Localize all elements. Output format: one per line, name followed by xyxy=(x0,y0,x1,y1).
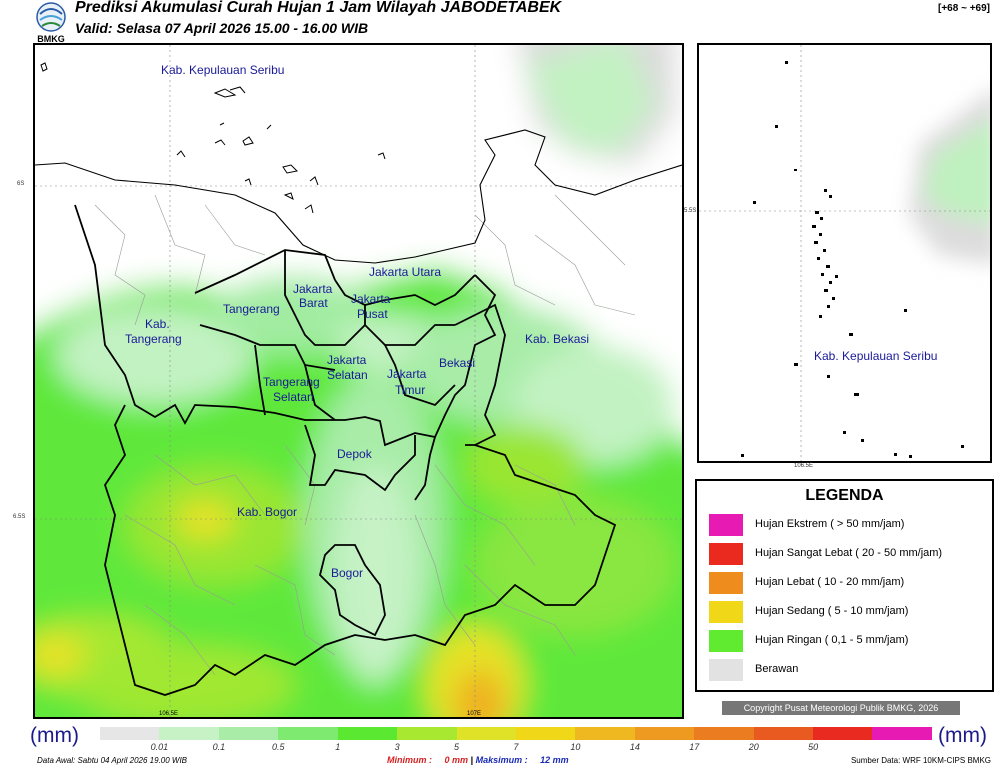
lon-label-107e: 107E xyxy=(467,711,481,717)
label-jakarta-timur-1: Jakarta xyxy=(387,367,427,381)
data-source: Sumber Data: WRF 10KM-CIPS BMKG xyxy=(850,756,991,765)
legend-label-sangat-lebat: Hujan Sangat Lebat ( 20 - 50 mm/jam) xyxy=(755,547,943,559)
unit-label-right: (mm) xyxy=(938,724,987,747)
colorbar-segment xyxy=(100,727,160,740)
label-tangerang-selatan-2: Selatan xyxy=(273,390,314,404)
label-jakarta-utara: Jakarta Utara xyxy=(369,265,441,279)
label-jakarta-pusat-2: Pusat xyxy=(357,307,388,321)
colorbar-tick-label: 10 xyxy=(570,742,581,752)
regency-boundaries xyxy=(74,204,617,696)
inset-lon-tick: 106.5E xyxy=(794,463,814,469)
min-max-summary: Minimum : 0 mm | Maksimum : 12 mm xyxy=(387,755,569,765)
label-kab-kepulauan-seribu: Kab. Kepulauan Seribu xyxy=(161,63,284,77)
legend-label-ringan: Hujan Ringan ( 0,1 - 5 mm/jam) xyxy=(755,634,909,646)
label-kab-tangerang-1: Kab. xyxy=(145,317,170,331)
page-title: Prediksi Akumulasi Curah Hujan 1 Jam Wil… xyxy=(75,0,562,16)
inset-rain-field xyxy=(909,91,990,264)
label-jakarta-selatan-1: Jakarta xyxy=(327,353,367,367)
inset-map[interactable]: Kab. Kepulauan Seribu 106.5E xyxy=(697,43,992,463)
inset-islands xyxy=(741,61,964,458)
inset-grid xyxy=(699,45,990,461)
label-tangerang-selatan-1: Tangerang xyxy=(263,375,320,389)
colorbar-segment xyxy=(456,727,516,740)
colorbar-tick-label: 1 xyxy=(335,742,341,752)
colorbar-tick-label: 20 xyxy=(748,742,759,752)
label-jakarta-barat-1: Jakarta xyxy=(293,282,333,296)
label-bekasi: Bekasi xyxy=(439,356,475,370)
colorbar-tick-label: 5 xyxy=(454,742,460,752)
colorbar-tick-label: 17 xyxy=(689,742,700,752)
colorbar-tick-label: 14 xyxy=(629,742,640,752)
min-value: 0 mm xyxy=(444,755,469,765)
logo-text: BMKG xyxy=(37,34,65,44)
max-value: 12 mm xyxy=(540,755,569,765)
label-jakarta-pusat-1: Jakarta xyxy=(351,292,391,306)
label-jakarta-timur-2: Timur xyxy=(395,383,425,397)
forecast-range: [+68 ~ +69] xyxy=(938,3,990,14)
colorbar-segment xyxy=(515,727,576,740)
lat-tick-6-5s: 6.5S xyxy=(13,514,26,520)
colorbar-segment xyxy=(753,727,814,740)
colorbar-segment xyxy=(872,727,932,740)
colorbar-tick-label: 7 xyxy=(513,742,519,752)
colorbar-tick-label: 0.01 xyxy=(150,742,169,752)
colorbar-segment xyxy=(694,727,754,740)
label-tangerang: Tangerang xyxy=(223,302,280,316)
colorbar-segment xyxy=(218,727,279,740)
colorbar xyxy=(100,727,932,740)
inset-lat-tick: 5.5S xyxy=(684,208,697,214)
colorbar-segment xyxy=(159,727,219,740)
bmkg-logo: BMKG xyxy=(32,0,70,44)
legend-title: LEGENDA xyxy=(805,487,884,504)
legend-swatch-berawan xyxy=(709,659,743,681)
legend-swatch-sangat-lebat xyxy=(709,543,743,565)
inset-label-kab-kepulauan-seribu: Kab. Kepulauan Seribu xyxy=(814,349,937,363)
main-map[interactable]: Kab. Kepulauan Seribu Jakarta Utara Jaka… xyxy=(33,43,684,719)
unit-label-left: (mm) xyxy=(30,724,79,747)
min-label: Minimum : xyxy=(387,755,432,765)
legend-swatch-sedang xyxy=(709,601,743,623)
subdistrict-boundaries xyxy=(94,194,636,676)
lat-tick-6s: 6S xyxy=(17,181,25,187)
legend-swatch-lebat xyxy=(709,572,743,594)
colorbar-segment xyxy=(813,727,873,740)
copyright-notice: Copyright Pusat Meteorologi Publik BMKG,… xyxy=(722,701,960,715)
islands xyxy=(40,62,386,214)
legend-label-berawan: Berawan xyxy=(755,663,799,675)
coastline xyxy=(35,129,682,264)
colorbar-tick-label: 0.1 xyxy=(212,742,226,752)
colorbar-segment xyxy=(397,727,457,740)
colorbar-segment xyxy=(575,727,635,740)
label-kab-bogor: Kab. Bogor xyxy=(237,505,297,519)
label-depok: Depok xyxy=(337,447,373,461)
legend-swatch-ekstrem xyxy=(709,514,743,536)
colorbar-tick-label: 0.5 xyxy=(272,742,285,752)
colorbar-tick-label: 3 xyxy=(394,742,400,752)
colorbar-segment xyxy=(278,727,338,740)
lon-label-106-5e: 106.5E xyxy=(159,711,178,717)
max-label: Maksimum : xyxy=(475,755,528,765)
grid-lines xyxy=(35,45,682,717)
label-jakarta-selatan-2: Selatan xyxy=(327,368,368,382)
colorbar-segment xyxy=(634,727,695,740)
validity-subtitle: Valid: Selasa 07 April 2026 15.00 - 16.0… xyxy=(75,20,369,36)
legend-label-sedang: Hujan Sedang ( 5 - 10 mm/jam) xyxy=(755,605,909,617)
label-kab-bekasi: Kab. Bekasi xyxy=(525,332,589,346)
legend-panel: LEGENDA Hujan Ekstrem ( > 50 mm/jam) Huj… xyxy=(695,479,994,692)
legend-swatch-ringan xyxy=(709,630,743,652)
data-awal: Data Awal: Sabtu 04 April 2026 19.00 WIB xyxy=(37,756,188,765)
legend-label-lebat: Hujan Lebat ( 10 - 20 mm/jam) xyxy=(755,576,905,588)
label-kab-tangerang-2: Tangerang xyxy=(125,332,182,346)
label-bogor: Bogor xyxy=(331,566,363,580)
label-jakarta-barat-2: Barat xyxy=(299,296,328,310)
colorbar-segment xyxy=(337,727,398,740)
colorbar-tick-label: 50 xyxy=(808,742,819,752)
legend-label-ekstrem: Hujan Ekstrem ( > 50 mm/jam) xyxy=(755,518,905,530)
region-labels: Kab. Kepulauan Seribu Jakarta Utara Jaka… xyxy=(125,63,589,580)
